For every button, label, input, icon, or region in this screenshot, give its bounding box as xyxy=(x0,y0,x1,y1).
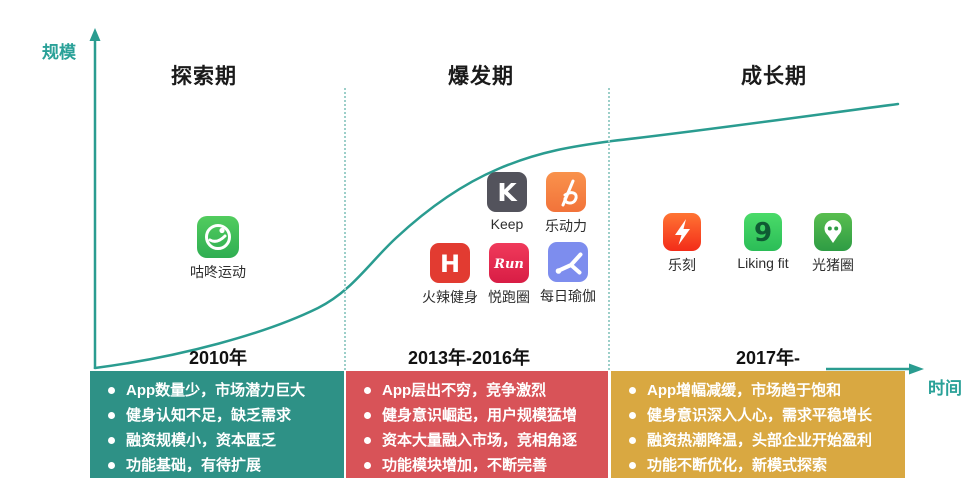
keep-app-icon: K xyxy=(487,172,527,212)
app-codoon: 咕咚运动 xyxy=(173,215,263,282)
bullet-point: 融资规模小，资本匮乏 xyxy=(100,428,338,453)
stage-box-exploration: App数量少，市场潜力巨大 健身认知不足，缺乏需求 融资规模小，资本匮乏 功能基… xyxy=(90,371,344,478)
app-leke: 乐刻 xyxy=(637,212,727,275)
year-label-2013-2016: 2013年-2016年 xyxy=(407,348,531,368)
x-axis-label: 时间 xyxy=(928,379,962,398)
svg-text:Run: Run xyxy=(493,257,524,272)
bullet-point: 功能不断优化，新模式探索 xyxy=(621,453,899,478)
year-label-2010: 2010年 xyxy=(188,348,248,368)
app-liking-fit: 9 Liking fit xyxy=(718,212,808,271)
bullet-point: 健身认知不足，缺乏需求 xyxy=(100,403,338,428)
leke-app-icon xyxy=(663,213,701,251)
bullet-point: 功能基础，有待扩展 xyxy=(100,453,338,478)
daily-yoga-app-icon xyxy=(548,242,588,282)
bullet-point: 健身意识崛起，用户规模猛增 xyxy=(356,403,602,428)
app-label: Liking fit xyxy=(737,255,789,271)
huola-app-icon: H xyxy=(430,243,470,283)
y-axis-arrowhead-icon xyxy=(89,28,101,41)
app-daily-yoga: 每日瑜伽 xyxy=(523,241,613,306)
svg-text:K: K xyxy=(497,178,518,207)
stage-box-explosion: App层出不穷，竞争激烈 健身意识崛起，用户规模猛增 资本大量融入市场，竞相角逐… xyxy=(346,371,608,478)
app-label: 每日瑜伽 xyxy=(540,288,596,304)
app-label: 乐刻 xyxy=(668,257,696,273)
guangzhuquan-app-icon xyxy=(814,213,852,251)
stage-title-growth: 成长期 xyxy=(741,65,807,88)
app-label: 火辣健身 xyxy=(422,289,478,305)
app-label: 咕咚运动 xyxy=(190,264,246,280)
stage-title-exploration: 探索期 xyxy=(171,65,237,88)
app-label: 光猪圈 xyxy=(812,257,854,273)
bullet-point: 融资热潮降温，头部企业开始盈利 xyxy=(621,428,899,453)
y-axis xyxy=(89,28,101,369)
y-axis-label: 规模 xyxy=(42,43,76,62)
svg-text:9: 9 xyxy=(754,218,772,248)
app-label: 乐动力 xyxy=(545,218,587,234)
app-yuepaoquan: Run 悦跑圈 xyxy=(464,242,554,307)
app-ledongli: 乐动力 xyxy=(521,171,611,236)
year-label-2017: 2017年- xyxy=(735,348,801,368)
stage-divider-2 xyxy=(608,88,610,370)
bullet-point: App层出不穷，竞争激烈 xyxy=(356,378,602,403)
liking-fit-app-icon: 9 xyxy=(744,213,782,251)
app-label: 悦跑圈 xyxy=(488,289,530,305)
stage-box-growth: App增幅减缓，市场趋于饱和 健身意识深入人心，需求平稳增长 融资热潮降温，头部… xyxy=(611,371,905,478)
stage-title-explosion: 爆发期 xyxy=(448,65,514,88)
codoon-app-icon xyxy=(197,216,239,258)
app-huola-jianshen: H 火辣健身 xyxy=(405,242,495,307)
bullet-point: 健身意识深入人心，需求平稳增长 xyxy=(621,403,899,428)
app-label: Keep xyxy=(490,216,524,232)
bullet-point: App数量少，市场潜力巨大 xyxy=(100,378,338,403)
bullet-point: 功能模块增加，不断完善 xyxy=(356,453,602,478)
bullet-point: App增幅减缓，市场趋于饱和 xyxy=(621,378,899,403)
ledongli-app-icon xyxy=(546,172,586,212)
bullet-point: 资本大量融入市场，竞相角逐 xyxy=(356,428,602,453)
app-guangzhuquan: 光猪圈 xyxy=(788,212,878,275)
svg-text:H: H xyxy=(440,250,460,278)
stage-divider-1 xyxy=(344,88,346,370)
yuepaoquan-app-icon: Run xyxy=(489,243,529,283)
app-keep: K Keep xyxy=(462,171,552,232)
x-axis-arrowhead-icon xyxy=(909,363,924,375)
